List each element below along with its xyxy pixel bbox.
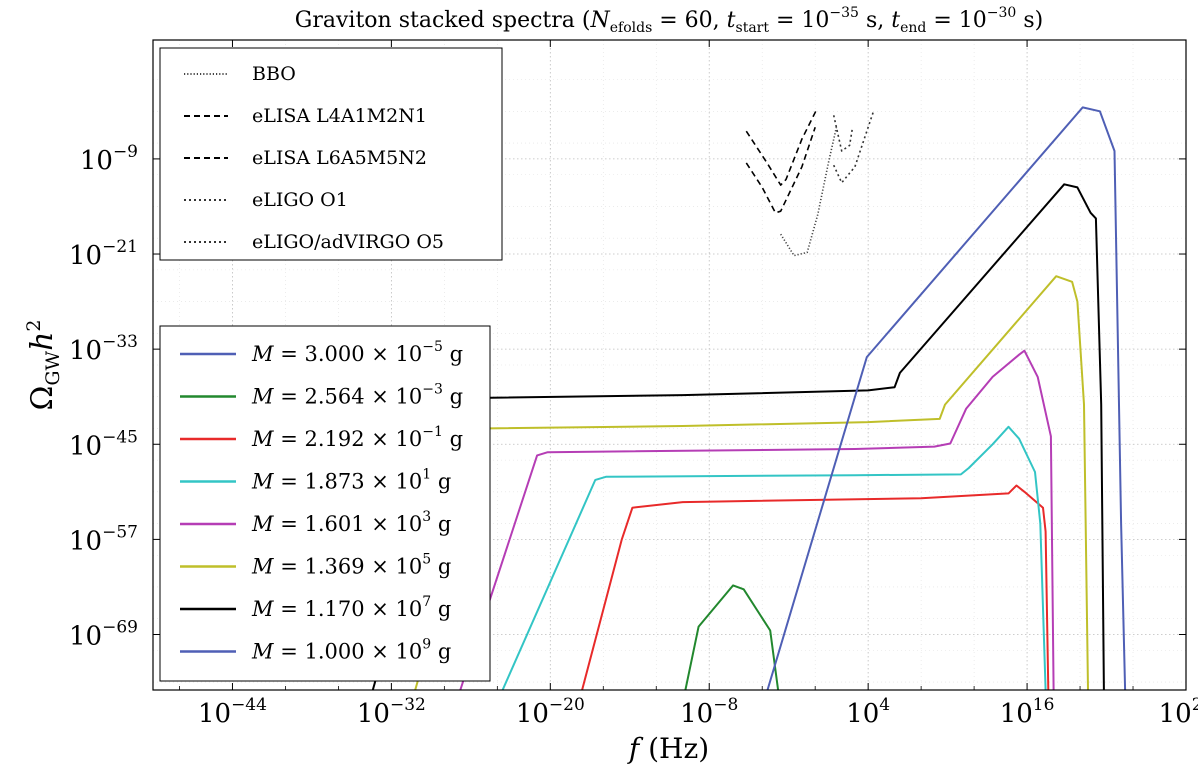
detector-legend-label: BBO [252, 63, 296, 85]
mass-legend-label: M = 1.000 × 109 g [251, 637, 451, 664]
detector-legend-label: eLISA L4A1M2N1 [252, 105, 427, 127]
mass-legend-box [159, 325, 491, 682]
series-lines [371, 106, 1127, 690]
y-tick-label: 10−9 [80, 142, 138, 176]
detector-legend-label: eLISA L6A5M5N2 [252, 147, 427, 169]
series-line-4 [501, 425, 1047, 690]
chart-title: Graviton stacked spectra (Nefolds = 60, … [295, 5, 1043, 36]
mass-legend-label: M = 1.601 × 103 g [251, 509, 451, 536]
series-line-7 [371, 183, 1105, 690]
series-line-3 [581, 484, 1050, 690]
x-tick-label: 10−20 [516, 695, 585, 729]
series-line-6 [414, 275, 1089, 690]
y-axis-label: ΩGWh2 [23, 319, 64, 410]
detector-curve-4 [832, 115, 854, 152]
mass-legend: M = 3.000 × 10−5 g M = 2.564 × 10−3 g M = … [159, 325, 491, 682]
mass-legend-label: M = 1.369 × 105 g [251, 552, 451, 579]
plot-frame [152, 39, 1187, 691]
mass-legend-label: M = 2.192 × 10−1 g [251, 424, 463, 451]
detector-legend-label: eLIGO/adVIRGO O5 [252, 231, 444, 253]
mass-legend-label: M = 1.873 × 101 g [251, 467, 451, 494]
detector-legend-box [159, 47, 503, 261]
y-tick-label: 10−21 [69, 237, 138, 271]
detector-curve-1 [780, 127, 838, 257]
series-line-2 [684, 584, 780, 690]
mass-legend-label: M = 3.000 × 10−5 g [251, 339, 463, 366]
y-tick-label: 10−33 [69, 332, 138, 366]
x-tick-label: 10−44 [198, 695, 267, 729]
x-tick-label: 1028 [1159, 695, 1198, 729]
detector-curve-3 [745, 126, 816, 214]
detector-legend-label: eLIGO O1 [252, 189, 348, 211]
y-tick-label: 10−69 [69, 618, 138, 652]
detector-curve-2 [745, 109, 818, 186]
x-tick-label: 1016 [1000, 695, 1055, 729]
y-tick-label: 10−57 [69, 522, 138, 556]
ticks: 10−44 10−32 10−20 10−8 104 1016 1028 10−9 10−21 1… [69, 40, 1198, 729]
x-tick-label: 104 [846, 695, 890, 729]
x-tick-label: 10−32 [357, 695, 426, 729]
mass-legend-label: M = 2.564 × 10−3 g [251, 382, 463, 409]
x-axis-label: f (Hz) [627, 732, 709, 765]
y-tick-label: 10−45 [69, 427, 138, 461]
series-line-8 [766, 106, 1127, 690]
detector-legend: BBO eLISA L4A1M2N1 eLISA L6A5M5N2 eLIGO O1 e… [159, 47, 503, 261]
mass-legend-label: M = 1.170 × 107 g [251, 594, 451, 621]
series-line-5 [459, 349, 1055, 690]
x-tick-label: 10−8 [680, 695, 738, 729]
